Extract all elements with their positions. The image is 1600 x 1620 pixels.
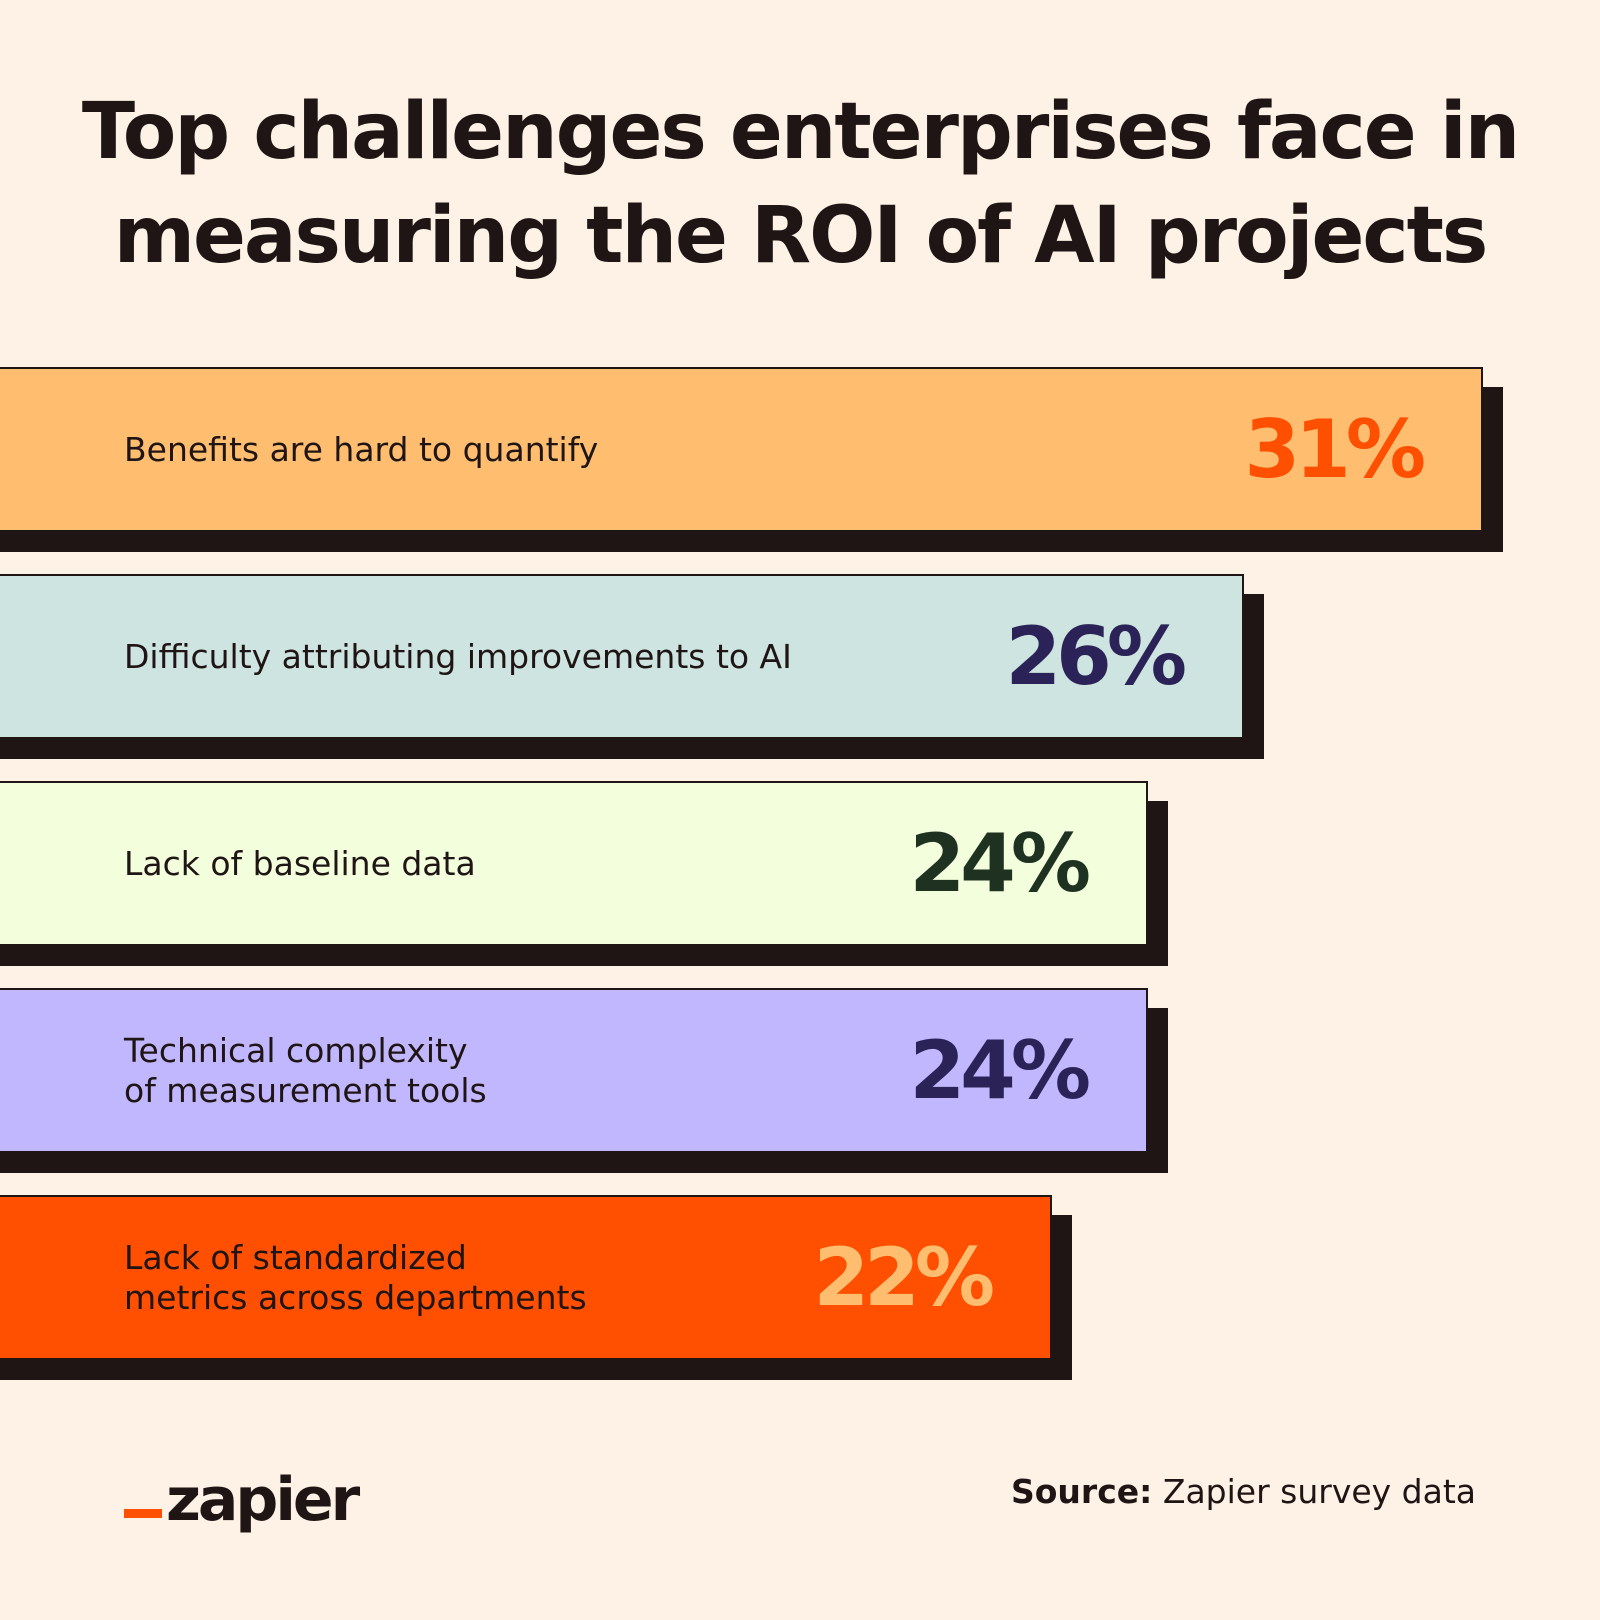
- title-line-1: Top challenges enterprises face in: [81, 87, 1520, 177]
- chart-title: Top challenges enterprises face in measu…: [0, 80, 1600, 288]
- bar-label: Lack of baseline data: [124, 843, 476, 883]
- bar-value-label: 22%: [813, 1230, 995, 1324]
- bar: Lack of standardized metrics across depa…: [0, 1195, 1052, 1360]
- source-note: Source: Zapier survey data: [1011, 1472, 1476, 1511]
- bar: Lack of baseline data 24%: [0, 781, 1148, 946]
- bar-label: Benefits are hard to quantify: [124, 429, 599, 469]
- logo-wordmark: zapier: [166, 1465, 360, 1535]
- bar-label: Lack of standardized metrics across depa…: [124, 1237, 587, 1317]
- source-text: Zapier survey data: [1152, 1472, 1476, 1511]
- logo-underscore-icon: [124, 1509, 162, 1518]
- bar-label: Difficulty attributing improvements to A…: [124, 636, 792, 676]
- bar: Difficulty attributing improvements to A…: [0, 574, 1244, 739]
- bar: Technical complexity of measurement tool…: [0, 988, 1148, 1153]
- bar-value-label: 26%: [1005, 609, 1187, 703]
- bar-value-label: 24%: [909, 816, 1091, 910]
- zapier-logo: zapier: [124, 1452, 360, 1535]
- bar: Benefits are hard to quantify 31%: [0, 367, 1483, 532]
- bar-value-label: 24%: [909, 1023, 1091, 1117]
- bar-label: Technical complexity of measurement tool…: [124, 1030, 487, 1110]
- source-label: Source:: [1010, 1472, 1153, 1511]
- bar-value-label: 31%: [1244, 402, 1426, 496]
- title-line-2: measuring the ROI of AI projects: [113, 191, 1489, 281]
